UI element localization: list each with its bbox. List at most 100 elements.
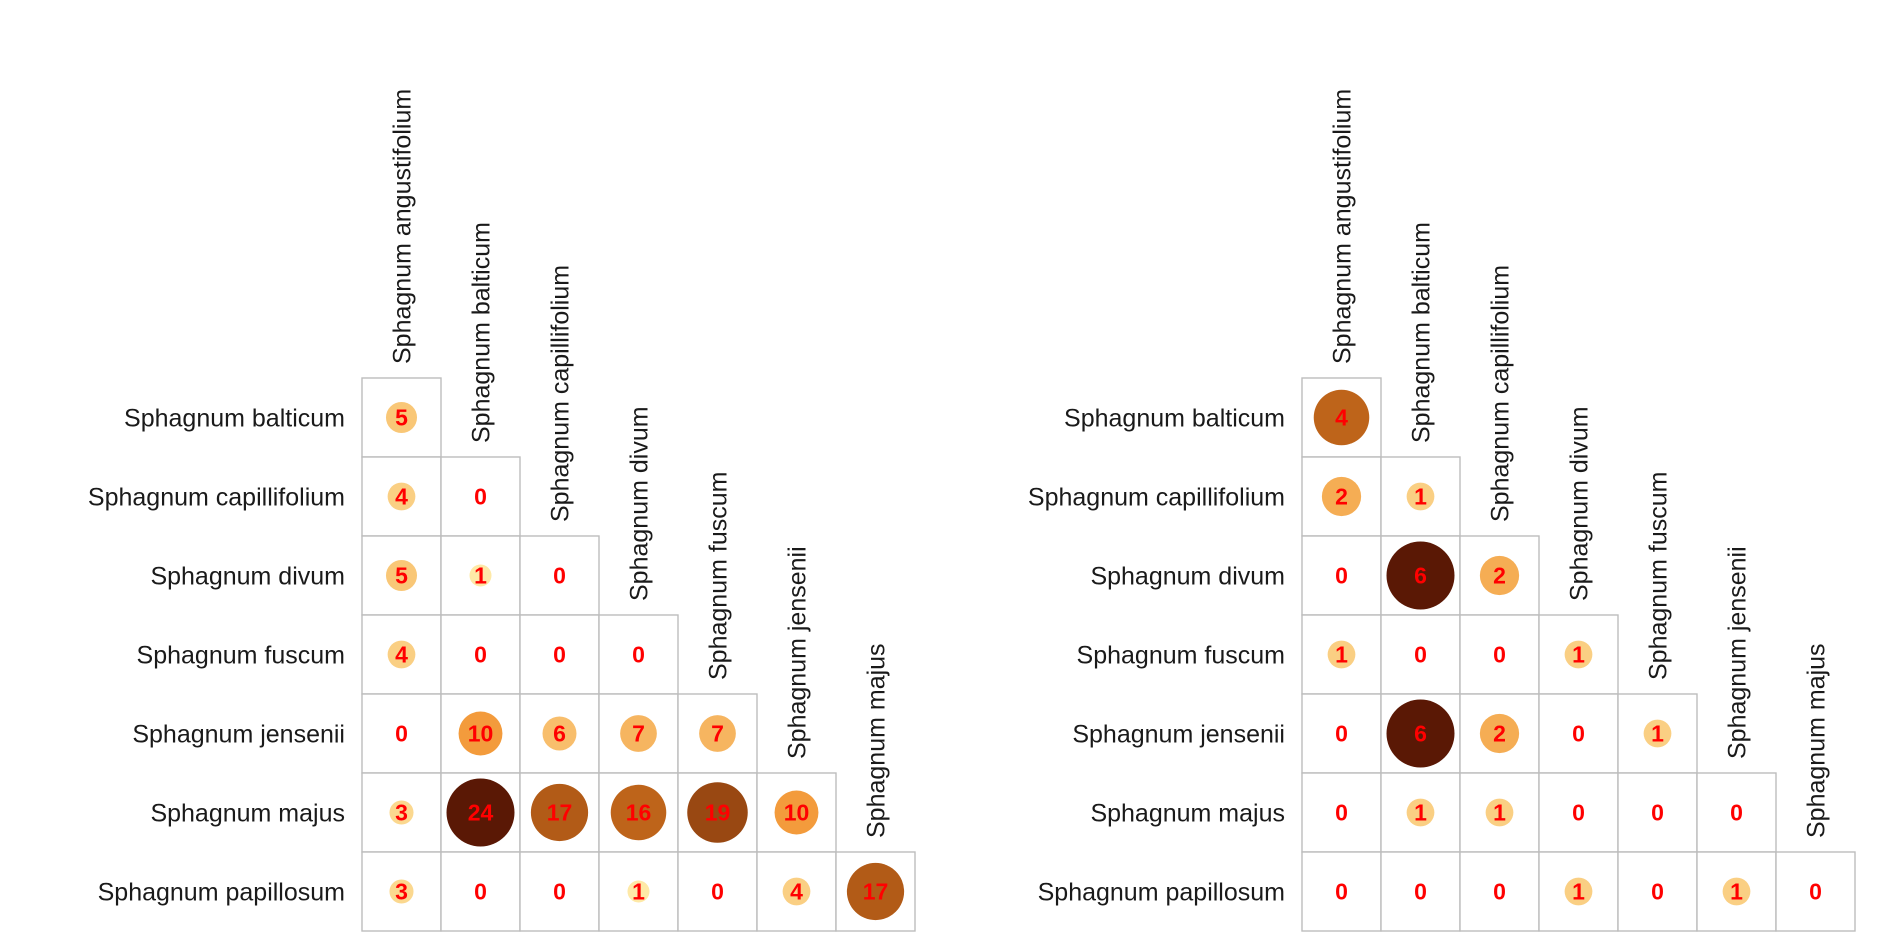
value-1-r4-c4: 0	[632, 642, 645, 668]
column-label-1-1: Sphagnum angustifolium	[389, 89, 417, 364]
value-1-r6-c5: 19	[705, 800, 731, 826]
column-label-1-6: Sphagnum jensenii	[784, 546, 812, 759]
cell-2-r7-c4	[1538, 851, 1619, 932]
cell-2-r3-c1	[1301, 535, 1382, 616]
column-label-2-1: Sphagnum angustifolium	[1329, 89, 1357, 364]
marker-1-r6-c3	[530, 783, 589, 842]
marker-1-r5-c4	[620, 715, 657, 752]
value-1-r5-c3: 6	[553, 721, 566, 747]
value-1-r7-c7: 17	[863, 879, 889, 905]
marker-1-r3-c2	[469, 564, 492, 587]
cell-2-r5-c1	[1301, 693, 1382, 774]
value-1-r6-c4: 16	[626, 800, 652, 826]
value-2-r3-c1: 0	[1335, 563, 1348, 589]
cell-1-r4-c4	[598, 614, 679, 695]
marker-1-r6-c6	[774, 790, 819, 835]
value-2-r7-c7: 0	[1809, 879, 1822, 905]
value-1-r7-c6: 4	[790, 879, 803, 905]
value-2-r7-c1: 0	[1335, 879, 1348, 905]
row-label-1-6: Sphagnum majus	[150, 800, 345, 828]
cell-2-r4-c3	[1459, 614, 1540, 695]
cell-2-r6-c6	[1696, 772, 1777, 853]
value-1-r5-c5: 7	[711, 721, 724, 747]
marker-1-r7-c1	[389, 879, 414, 904]
cell-2-r7-c2	[1380, 851, 1461, 932]
column-label-2-5: Sphagnum fuscum	[1645, 472, 1673, 680]
column-label-2-2: Sphagnum balticum	[1408, 222, 1436, 443]
marker-1-r7-c6	[782, 877, 811, 906]
value-1-r7-c3: 0	[553, 879, 566, 905]
value-2-r7-c2: 0	[1414, 879, 1427, 905]
value-1-r7-c2: 0	[474, 879, 487, 905]
value-2-r5-c2: 6	[1414, 721, 1427, 747]
value-1-r1-c1: 5	[395, 405, 408, 431]
value-2-r4-c3: 0	[1493, 642, 1506, 668]
marker-2-r5-c5	[1643, 719, 1672, 748]
matrix-1: 54 05 1 04 0 0 00 10 6 7 73 24 17 16 19 103 0 0 1 0 4 17Sphag…	[88, 89, 916, 932]
row-label-1-2: Sphagnum capillifolium	[88, 484, 345, 512]
value-2-r7-c5: 0	[1651, 879, 1664, 905]
marker-1-r2-c1	[387, 482, 416, 511]
value-2-r6-c3: 1	[1493, 800, 1506, 826]
column-label-1-2: Sphagnum balticum	[468, 222, 496, 443]
value-1-r5-c1: 0	[395, 721, 408, 747]
column-label-2-6: Sphagnum jensenii	[1724, 546, 1752, 759]
value-1-r7-c5: 0	[711, 879, 724, 905]
value-1-r3-c3: 0	[553, 563, 566, 589]
marker-1-r7-c7	[846, 862, 905, 921]
column-label-2-4: Sphagnum divum	[1566, 406, 1594, 601]
marker-2-r5-c2	[1386, 699, 1455, 768]
value-1-r4-c3: 0	[553, 642, 566, 668]
column-label-1-5: Sphagnum fuscum	[705, 472, 733, 680]
value-1-r6-c2: 24	[468, 800, 494, 826]
marker-2-r4-c4	[1564, 640, 1593, 669]
row-label-1-4: Sphagnum fuscum	[137, 642, 345, 670]
marker-1-r6-c5	[687, 782, 748, 843]
marker-2-r6-c3	[1485, 798, 1514, 827]
marker-2-r5-c3	[1479, 713, 1520, 754]
value-1-r3-c1: 5	[395, 563, 408, 589]
column-label-2-7: Sphagnum majus	[1803, 643, 1831, 838]
value-1-r3-c2: 1	[474, 563, 487, 589]
marker-1-r3-c1	[385, 559, 418, 592]
cell-1-r7-c2	[440, 851, 521, 932]
value-2-r1-c1: 4	[1335, 405, 1348, 431]
value-2-r5-c3: 2	[1493, 721, 1506, 747]
row-label-1-7: Sphagnum papillosum	[98, 879, 345, 907]
cell-1-r7-c1	[361, 851, 442, 932]
marker-1-r6-c1	[389, 800, 414, 825]
value-1-r5-c2: 10	[468, 721, 494, 747]
cell-1-r5-c4	[598, 693, 679, 774]
value-1-r4-c2: 0	[474, 642, 487, 668]
marker-1-r1-c1	[385, 401, 418, 434]
column-label-1-3: Sphagnum capillifolium	[547, 265, 575, 522]
cell-1-r4-c2	[440, 614, 521, 695]
row-label-2-4: Sphagnum fuscum	[1077, 642, 1285, 670]
marker-2-r7-c6	[1722, 877, 1751, 906]
value-2-r4-c1: 1	[1335, 642, 1348, 668]
marker-2-r2-c1	[1321, 476, 1362, 517]
row-label-2-7: Sphagnum papillosum	[1038, 879, 1285, 907]
cell-2-r6-c4	[1538, 772, 1619, 853]
marker-2-r3-c3	[1479, 555, 1520, 596]
column-label-2-3: Sphagnum capillifolium	[1487, 265, 1515, 522]
value-2-r7-c6: 1	[1730, 879, 1743, 905]
value-1-r7-c4: 1	[632, 879, 645, 905]
column-label-1-4: Sphagnum divum	[626, 406, 654, 601]
value-1-r2-c2: 0	[474, 484, 487, 510]
value-2-r6-c2: 1	[1414, 800, 1427, 826]
row-label-1-5: Sphagnum jensenii	[132, 721, 345, 749]
value-2-r6-c6: 0	[1730, 800, 1743, 826]
marker-1-r4-c1	[387, 640, 416, 669]
value-2-r4-c4: 1	[1572, 642, 1585, 668]
value-1-r7-c1: 3	[395, 879, 408, 905]
value-2-r2-c2: 1	[1414, 484, 1427, 510]
value-1-r5-c4: 7	[632, 721, 645, 747]
cell-2-r6-c5	[1617, 772, 1698, 853]
value-2-r7-c3: 0	[1493, 879, 1506, 905]
marker-2-r2-c2	[1406, 482, 1435, 511]
marker-1-r7-c4	[627, 880, 650, 903]
